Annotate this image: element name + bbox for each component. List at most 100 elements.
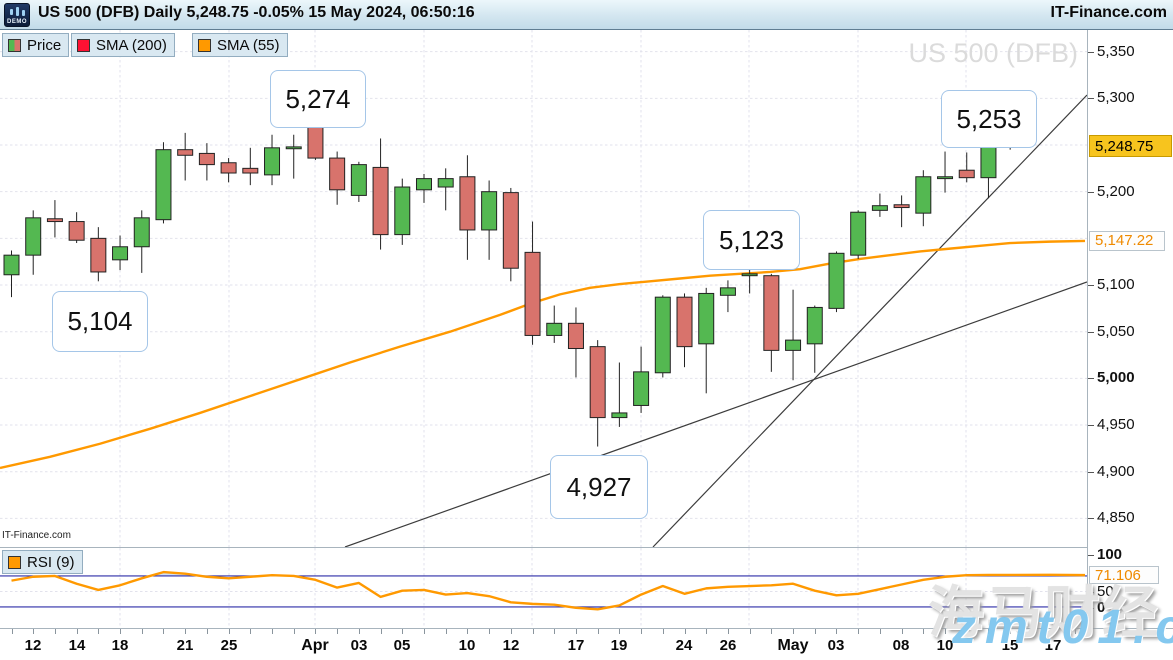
y-axis-tick [1088, 425, 1094, 427]
x-axis-tick [1010, 629, 1012, 634]
x-axis-tick [423, 629, 425, 634]
candle[interactable] [763, 273, 780, 372]
candle-body-down [589, 346, 606, 419]
candle[interactable] [90, 227, 107, 282]
candle[interactable] [372, 138, 389, 250]
x-axis-tick [858, 629, 860, 634]
x-axis-label: 19 [610, 637, 628, 654]
brand-link[interactable]: IT-Finance.com [1050, 4, 1167, 21]
candle[interactable] [350, 161, 367, 202]
candle[interactable] [633, 346, 650, 413]
candle[interactable] [719, 280, 736, 313]
candle[interactable] [915, 170, 932, 227]
legend-price[interactable]: Price [2, 33, 70, 57]
legend-price-label: Price [27, 36, 62, 54]
x-axis-label: 03 [827, 637, 845, 654]
candle-body-up [350, 164, 367, 196]
candle[interactable] [155, 142, 172, 224]
x-axis-tick [966, 629, 968, 634]
candle[interactable] [133, 210, 150, 273]
x-axis-label: 08 [892, 637, 910, 654]
candle[interactable] [698, 287, 715, 394]
legend-sma200-label: SMA (200) [96, 36, 167, 54]
candle[interactable] [611, 362, 628, 427]
candle[interactable] [285, 134, 302, 179]
candle[interactable] [871, 193, 888, 217]
time-axis[interactable]: 12 14 18 21 25 Apr 03 05 10 12 17 19 24 26 May 03 08 10 15… [0, 629, 1173, 660]
candle[interactable] [828, 251, 845, 313]
x-axis-tick [185, 629, 187, 634]
candle-body-up [285, 146, 302, 150]
candle[interactable] [937, 151, 954, 193]
pane-separator[interactable] [0, 547, 1087, 548]
legend-rsi[interactable]: RSI (9) [2, 550, 83, 574]
candle[interactable] [220, 158, 237, 183]
candle[interactable] [25, 210, 42, 275]
candle-body-up [25, 217, 42, 256]
x-axis-label: 15 [1001, 637, 1019, 654]
legend-sma200[interactable]: SMA (200) [71, 33, 175, 57]
y-axis-label: 5,100 [1097, 276, 1135, 294]
sma55-line[interactable] [0, 239, 1086, 470]
x-axis-label: 25 [220, 637, 238, 654]
candle[interactable] [785, 289, 802, 381]
rsi-line[interactable] [11, 570, 1086, 611]
candle[interactable] [589, 340, 606, 447]
candle-body-up [546, 322, 563, 336]
candle[interactable] [242, 147, 259, 186]
candle[interactable] [806, 305, 823, 373]
candle[interactable] [980, 142, 997, 199]
candle[interactable] [502, 187, 519, 282]
candle[interactable] [415, 173, 432, 203]
candle[interactable] [46, 200, 63, 238]
candle[interactable] [893, 195, 910, 228]
y-axis-label: 4,900 [1097, 462, 1135, 480]
x-axis-tick [402, 629, 404, 634]
x-axis-tick [228, 629, 230, 634]
x-axis-tick [11, 629, 13, 634]
candle[interactable] [850, 210, 867, 259]
candle-body-down [307, 124, 324, 159]
x-axis-tick [1053, 629, 1055, 634]
candle[interactable] [177, 132, 194, 181]
candle[interactable] [958, 152, 975, 183]
x-axis-tick [54, 629, 56, 634]
candle[interactable] [112, 235, 129, 271]
candle-body-up [633, 371, 650, 406]
candle[interactable] [3, 250, 20, 298]
rsi-axis-tick [1088, 592, 1094, 593]
candle[interactable] [676, 293, 693, 368]
price-axis[interactable]: 5,350 5,300 5,200 5,100 5,050 5,000 4,950 4,900… [1088, 30, 1173, 628]
candle[interactable] [394, 178, 411, 245]
candle[interactable] [524, 221, 541, 345]
candle[interactable] [546, 305, 563, 343]
price-chart-canvas[interactable] [0, 30, 1087, 547]
candle[interactable] [654, 295, 671, 378]
x-axis-tick [879, 629, 881, 634]
price-callout: 5,274 [270, 70, 366, 128]
x-axis-tick [445, 629, 447, 634]
y-axis-label: 5,200 [1097, 182, 1135, 200]
rsi-chart-canvas[interactable] [0, 548, 1087, 628]
legend-sma55[interactable]: SMA (55) [192, 33, 288, 57]
candle-body-down [372, 166, 389, 236]
x-axis-tick [33, 629, 35, 634]
candle-body-up [980, 142, 997, 179]
candle-body-up [3, 254, 20, 276]
candle[interactable] [264, 134, 281, 186]
candle[interactable] [307, 122, 324, 160]
trend-line[interactable] [652, 94, 1087, 547]
candle-body-up [112, 246, 129, 261]
candle[interactable] [459, 155, 476, 260]
candle[interactable] [198, 143, 215, 181]
candle-body-down [68, 221, 85, 241]
candle[interactable] [68, 212, 85, 244]
cn-watermark: 海马财经 [928, 581, 1160, 644]
price-swatch-icon [8, 38, 21, 52]
trend-line[interactable] [344, 281, 1087, 547]
candle[interactable] [481, 180, 498, 260]
candle[interactable] [567, 307, 584, 378]
candle[interactable] [329, 151, 346, 205]
y-axis-label: 5,050 [1097, 322, 1135, 340]
candle[interactable] [437, 168, 454, 211]
